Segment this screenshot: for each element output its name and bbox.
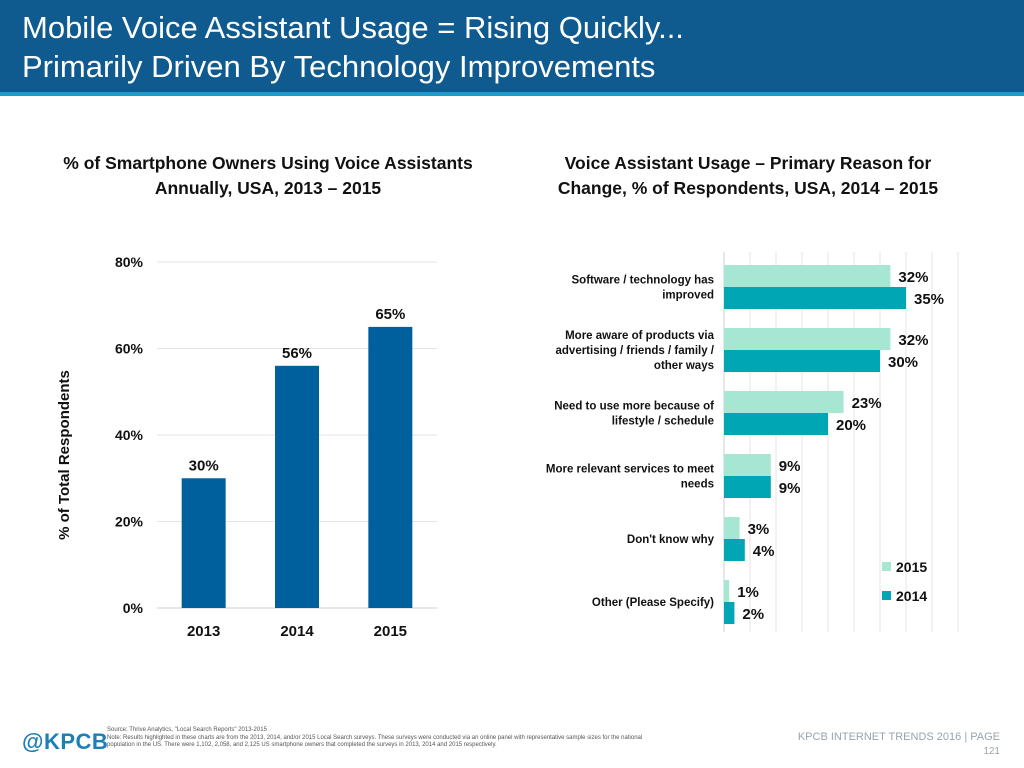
right-bar-value-label: 20% bbox=[836, 417, 866, 434]
right-bar-value-label: 32% bbox=[898, 269, 928, 286]
right-bar-value-label: 32% bbox=[898, 332, 928, 349]
left-y-tick-label: 80% bbox=[115, 254, 144, 270]
slide-footer: @KPCB Source: Thrive Analytics, "Local S… bbox=[0, 720, 1024, 768]
legend-label-2015: 2015 bbox=[896, 559, 927, 575]
right-bar-value-label: 23% bbox=[852, 395, 882, 412]
left-chart-title-line1: % of Smartphone Owners Using Voice Assis… bbox=[63, 153, 473, 173]
page-number: 121 bbox=[983, 746, 1000, 757]
right-category-label: Other (Please Specify) bbox=[592, 597, 714, 609]
right-chart-title: Voice Assistant Usage – Primary Reason f… bbox=[518, 151, 978, 201]
slide-title-line2: Primarily Driven By Technology Improveme… bbox=[22, 49, 656, 84]
left-y-tick-label: 60% bbox=[115, 341, 144, 357]
right-bar-value-label: 3% bbox=[748, 521, 770, 538]
source-line-2: Note: Results highlighted in these chart… bbox=[107, 734, 643, 741]
left-chart-title-line2: Annually, USA, 2013 – 2015 bbox=[154, 178, 382, 198]
right-bar-2015 bbox=[724, 391, 844, 413]
right-category-label: advertising / friends / family / bbox=[556, 345, 715, 357]
left-bar-2014 bbox=[275, 365, 319, 608]
right-bar-value-label: 4% bbox=[753, 543, 775, 560]
slide-header: Mobile Voice Assistant Usage = Rising Qu… bbox=[0, 0, 1024, 96]
right-category-label: needs bbox=[681, 479, 714, 491]
left-chart-title: % of Smartphone Owners Using Voice Assis… bbox=[18, 151, 518, 201]
right-bar-2014 bbox=[724, 413, 828, 435]
left-x-tick-label: 2015 bbox=[374, 623, 407, 640]
right-category-label: More relevant services to meet bbox=[546, 464, 714, 476]
right-chart-title-line2: Change, % of Respondents, USA, 2014 – 20… bbox=[557, 178, 939, 198]
right-category-label: other ways bbox=[654, 360, 714, 372]
source-line-1: Source: Thrive Analytics, "Local Search … bbox=[107, 727, 267, 733]
right-horizontal-bar-chart: 32% 35% Software / technology has improved 3… bbox=[546, 252, 959, 632]
right-bar-2014 bbox=[724, 539, 745, 561]
right-category-label: Software / technology has bbox=[572, 275, 715, 287]
right-bar-value-label: 30% bbox=[888, 354, 918, 371]
right-bar-2014 bbox=[724, 287, 906, 309]
left-bar-2013 bbox=[181, 478, 226, 608]
left-bar-value-label: 30% bbox=[189, 457, 219, 474]
page-label: KPCB INTERNET TRENDS 2016 | PAGE bbox=[797, 731, 1000, 743]
right-bar-value-label: 1% bbox=[737, 584, 759, 601]
left-y-tick-label: 40% bbox=[115, 427, 144, 443]
header-accent-bar bbox=[0, 92, 1024, 96]
right-category-label: lifestyle / schedule bbox=[612, 416, 714, 428]
right-bar-2015 bbox=[724, 328, 891, 350]
slide-title-line1: Mobile Voice Assistant Usage = Rising Qu… bbox=[22, 10, 684, 45]
right-bar-2014 bbox=[724, 350, 880, 372]
right-bar-2015 bbox=[724, 517, 740, 539]
right-chart-title-line1: Voice Assistant Usage – Primary Reason f… bbox=[564, 153, 932, 173]
right-category-label: Need to use more because of bbox=[554, 401, 714, 413]
right-bar-value-label: 2% bbox=[742, 606, 764, 623]
kpcb-logo: @KPCB bbox=[22, 729, 109, 754]
left-bar-value-label: 65% bbox=[375, 306, 405, 323]
left-bar-value-label: 56% bbox=[282, 345, 312, 362]
left-x-tick-label: 2014 bbox=[280, 623, 314, 640]
left-x-tick-label: 2013 bbox=[187, 623, 220, 640]
right-bar-2014 bbox=[724, 476, 771, 498]
right-bar-value-label: 9% bbox=[779, 458, 801, 475]
legend-swatch-2014 bbox=[882, 591, 891, 600]
legend-label-2014: 2014 bbox=[896, 588, 927, 604]
left-y-tick-label: 0% bbox=[123, 600, 144, 616]
right-bar-value-label: 35% bbox=[914, 291, 944, 308]
left-bar-2015 bbox=[368, 326, 413, 608]
left-y-tick-label: 20% bbox=[115, 514, 144, 530]
right-category-label: Don't know why bbox=[627, 534, 715, 546]
right-bar-2015 bbox=[724, 265, 891, 287]
left-bar-chart: 0% 20% 40% 60% 80% 30% 2013 56% 2014 65% 2015 % of … bbox=[56, 254, 437, 640]
right-bar-2014 bbox=[724, 602, 735, 624]
legend-swatch-2015 bbox=[882, 562, 891, 571]
right-category-label: improved bbox=[662, 290, 714, 302]
right-bar-2015 bbox=[724, 580, 730, 602]
right-bar-2015 bbox=[724, 454, 771, 476]
source-line-3: population in the US. There were 1,102, … bbox=[107, 742, 497, 748]
right-bar-value-label: 9% bbox=[779, 480, 801, 497]
page-info: KPCB INTERNET TRENDS 2016 | PAGE 121 bbox=[798, 731, 1000, 757]
source-note: Source: Thrive Analytics, "Local Search … bbox=[107, 727, 747, 750]
left-y-axis-title: % of Total Respondents bbox=[56, 370, 73, 540]
right-category-label: More aware of products via bbox=[565, 330, 715, 342]
